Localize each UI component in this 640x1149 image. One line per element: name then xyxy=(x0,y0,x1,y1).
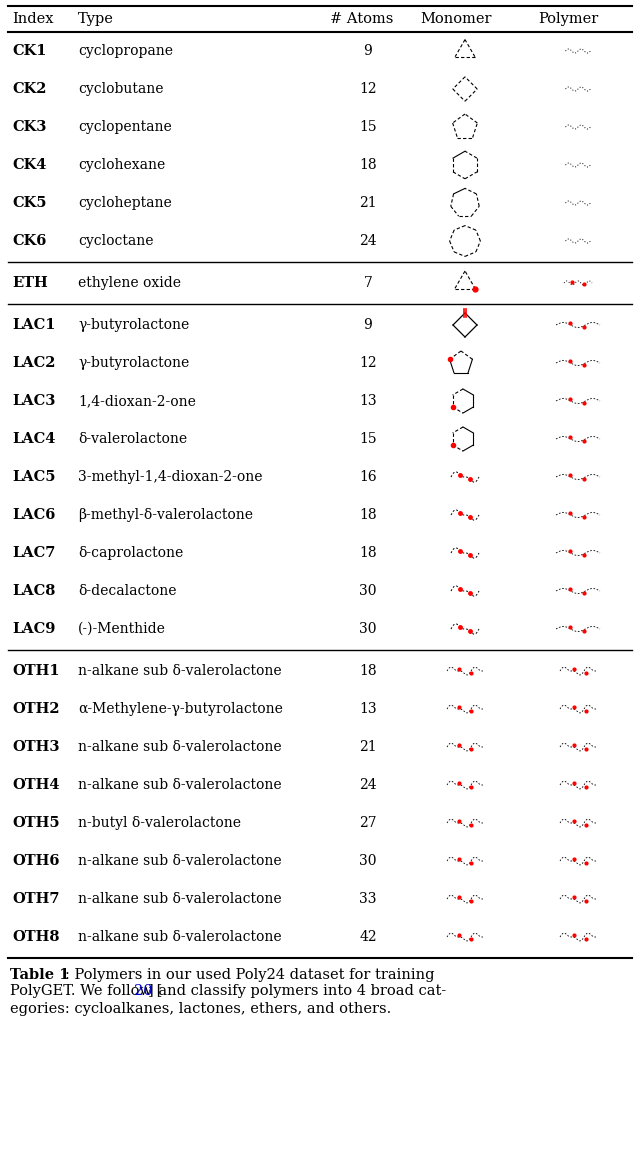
Text: Table 1: Table 1 xyxy=(10,967,70,982)
Text: CK2: CK2 xyxy=(12,82,47,97)
Text: 27: 27 xyxy=(359,816,377,830)
Text: LAC5: LAC5 xyxy=(12,470,56,484)
Text: 21: 21 xyxy=(359,740,377,754)
Text: Monomer: Monomer xyxy=(420,11,492,26)
Text: LAC6: LAC6 xyxy=(12,508,56,522)
Text: 13: 13 xyxy=(359,394,377,408)
Text: 18: 18 xyxy=(359,508,377,522)
Text: OTH3: OTH3 xyxy=(12,740,60,754)
Text: CK5: CK5 xyxy=(12,196,47,210)
Text: ethylene oxide: ethylene oxide xyxy=(78,276,181,290)
Text: 12: 12 xyxy=(359,82,377,97)
Text: 13: 13 xyxy=(359,702,377,716)
Text: n-butyl δ-valerolactone: n-butyl δ-valerolactone xyxy=(78,816,241,830)
Text: n-alkane sub δ-valerolactone: n-alkane sub δ-valerolactone xyxy=(78,664,282,678)
Text: LAC7: LAC7 xyxy=(12,546,56,560)
Text: 30: 30 xyxy=(359,854,377,867)
Text: Index: Index xyxy=(12,11,54,26)
Text: CK4: CK4 xyxy=(12,159,46,172)
Text: PolyGET. We follow [: PolyGET. We follow [ xyxy=(10,984,163,998)
Text: γ-butyrolactone: γ-butyrolactone xyxy=(78,356,189,370)
Text: 12: 12 xyxy=(359,356,377,370)
Text: OTH4: OTH4 xyxy=(12,778,60,792)
Text: 15: 15 xyxy=(359,432,377,446)
Text: n-alkane sub δ-valerolactone: n-alkane sub δ-valerolactone xyxy=(78,892,282,907)
Text: 9: 9 xyxy=(364,44,372,57)
Text: cyclohexane: cyclohexane xyxy=(78,159,165,172)
Text: cyclobutane: cyclobutane xyxy=(78,82,163,97)
Text: 24: 24 xyxy=(359,778,377,792)
Text: cyclopropane: cyclopropane xyxy=(78,44,173,57)
Text: (-)-Menthide: (-)-Menthide xyxy=(78,622,166,637)
Text: 16: 16 xyxy=(359,470,377,484)
Text: # Atoms: # Atoms xyxy=(330,11,394,26)
Text: 30: 30 xyxy=(359,622,377,637)
Text: 1,4-dioxan-2-one: 1,4-dioxan-2-one xyxy=(78,394,196,408)
Text: n-alkane sub δ-valerolactone: n-alkane sub δ-valerolactone xyxy=(78,930,282,944)
Text: n-alkane sub δ-valerolactone: n-alkane sub δ-valerolactone xyxy=(78,740,282,754)
Text: : Polymers in our used Poly24 dataset for training: : Polymers in our used Poly24 dataset fo… xyxy=(65,967,435,982)
Text: CK1: CK1 xyxy=(12,44,47,57)
Text: 3-methyl-1,4-dioxan-2-one: 3-methyl-1,4-dioxan-2-one xyxy=(78,470,262,484)
Text: 18: 18 xyxy=(359,664,377,678)
Text: Polymer: Polymer xyxy=(538,11,598,26)
Text: 20: 20 xyxy=(134,984,152,998)
Text: 15: 15 xyxy=(359,119,377,134)
Text: LAC2: LAC2 xyxy=(12,356,56,370)
Text: 33: 33 xyxy=(359,892,377,907)
Text: OTH5: OTH5 xyxy=(12,816,60,830)
Text: LAC9: LAC9 xyxy=(12,622,56,637)
Text: ETH: ETH xyxy=(12,276,48,290)
Text: LAC4: LAC4 xyxy=(12,432,56,446)
Text: δ-decalactone: δ-decalactone xyxy=(78,584,177,597)
Text: n-alkane sub δ-valerolactone: n-alkane sub δ-valerolactone xyxy=(78,854,282,867)
Text: 42: 42 xyxy=(359,930,377,944)
Text: OTH2: OTH2 xyxy=(12,702,60,716)
Text: CK6: CK6 xyxy=(12,234,46,248)
Text: 18: 18 xyxy=(359,159,377,172)
Text: 30: 30 xyxy=(359,584,377,597)
Text: cycloctane: cycloctane xyxy=(78,234,154,248)
Text: 18: 18 xyxy=(359,546,377,560)
Text: β-methyl-δ-valerolactone: β-methyl-δ-valerolactone xyxy=(78,508,253,522)
Text: LAC8: LAC8 xyxy=(12,584,56,597)
Text: Type: Type xyxy=(78,11,114,26)
Text: CK3: CK3 xyxy=(12,119,46,134)
Text: n-alkane sub δ-valerolactone: n-alkane sub δ-valerolactone xyxy=(78,778,282,792)
Text: δ-valerolactone: δ-valerolactone xyxy=(78,432,187,446)
Text: α-Methylene-γ-butyrolactone: α-Methylene-γ-butyrolactone xyxy=(78,702,283,716)
Text: OTH8: OTH8 xyxy=(12,930,60,944)
Text: 7: 7 xyxy=(364,276,372,290)
Text: LAC1: LAC1 xyxy=(12,318,56,332)
Text: cycloheptane: cycloheptane xyxy=(78,196,172,210)
Text: γ-butyrolactone: γ-butyrolactone xyxy=(78,318,189,332)
Text: OTH7: OTH7 xyxy=(12,892,60,907)
Text: δ-caprolactone: δ-caprolactone xyxy=(78,546,183,560)
Text: cyclopentane: cyclopentane xyxy=(78,119,172,134)
Text: LAC3: LAC3 xyxy=(12,394,56,408)
Text: 9: 9 xyxy=(364,318,372,332)
Text: egories: cycloalkanes, lactones, ethers, and others.: egories: cycloalkanes, lactones, ethers,… xyxy=(10,1002,391,1016)
Text: OTH6: OTH6 xyxy=(12,854,60,867)
Text: 24: 24 xyxy=(359,234,377,248)
Text: OTH1: OTH1 xyxy=(12,664,60,678)
Text: 21: 21 xyxy=(359,196,377,210)
Text: ] and classify polymers into 4 broad cat-: ] and classify polymers into 4 broad cat… xyxy=(148,984,446,998)
